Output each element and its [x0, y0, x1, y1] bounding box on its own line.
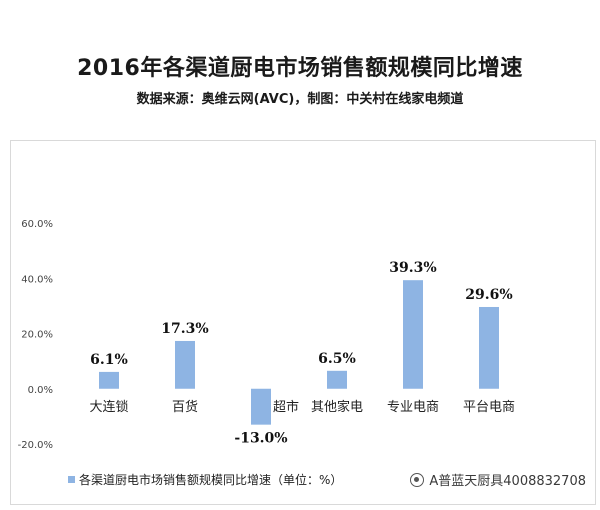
data-label: 29.6% — [465, 287, 512, 303]
category-label: 百货 — [172, 399, 198, 415]
bar — [327, 370, 347, 389]
chart-title: 2016年各渠道厨电市场销售额规模同比增速 — [77, 56, 523, 81]
chart-subtitle: 数据来源：奥维云网(AVC)，制图：中关村在线家电频道 — [136, 92, 464, 107]
y-tick-label: 20.0% — [21, 330, 53, 341]
y-tick-label: 40.0% — [21, 274, 53, 285]
category-label: 超市 — [273, 399, 299, 415]
bar — [479, 306, 499, 389]
legend-swatch — [68, 476, 75, 483]
data-label: 6.5% — [318, 351, 356, 367]
data-label: 39.3% — [389, 260, 436, 276]
data-label: 17.3% — [161, 321, 208, 337]
data-label: -13.0% — [234, 431, 287, 447]
y-tick-label: -20.0% — [18, 440, 53, 451]
legend: 各渠道厨电市场销售额规模同比增速（单位：%） — [68, 471, 342, 488]
bar — [99, 371, 119, 389]
wechat-icon — [410, 472, 425, 487]
legend-label: 各渠道厨电市场销售额规模同比增速（单位：%） — [79, 473, 343, 487]
category-label: 大连锁 — [89, 399, 128, 415]
y-tick-label: 60.0% — [21, 219, 53, 230]
bar-chart: 60.0% 40.0% 20.0% 0.0% -20.0% 6.1% 大连锁 17.3% 百货 -… — [18, 219, 515, 451]
y-tick-label: 0.0% — [28, 385, 53, 396]
category-label: 专业电商 — [387, 400, 439, 415]
data-label: 6.1% — [90, 352, 128, 368]
watermark: A普蓝天厨具4008832708 — [410, 470, 586, 489]
chart-frame: 60.0% 40.0% 20.0% 0.0% -20.0% 6.1% 大连锁 17.3% 百货 -… — [10, 140, 596, 505]
bar — [175, 340, 195, 389]
bar — [251, 388, 271, 425]
watermark-text: A普蓝天厨具4008832708 — [429, 474, 586, 489]
category-label: 其他家电 — [311, 399, 363, 415]
category-label: 平台电商 — [463, 400, 515, 415]
bar — [403, 280, 423, 389]
